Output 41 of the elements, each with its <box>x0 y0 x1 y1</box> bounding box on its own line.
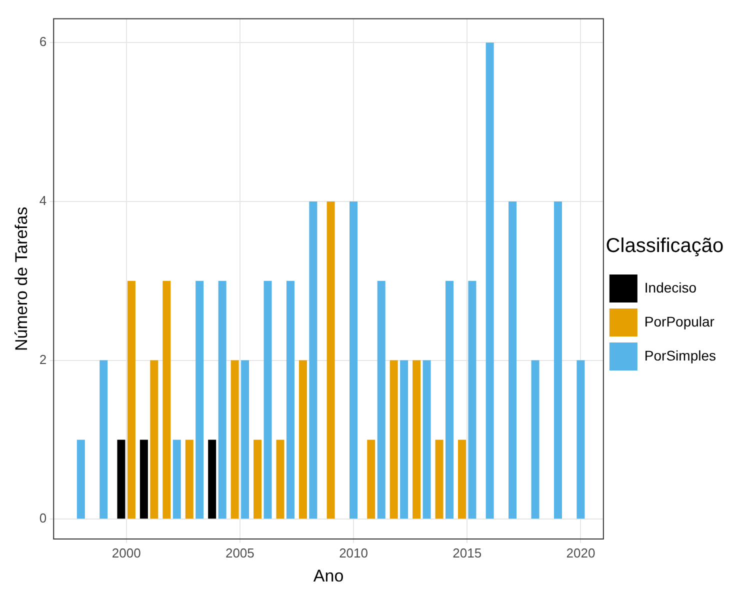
y-tick-label: 4 <box>39 193 47 208</box>
bar <box>218 280 226 519</box>
y-tick-label: 0 <box>39 510 47 526</box>
x-tick-label: 2010 <box>339 545 368 560</box>
bar <box>264 280 272 519</box>
bar <box>400 360 408 519</box>
bar <box>172 440 181 519</box>
x-tick-label: 2000 <box>112 545 141 560</box>
bar <box>208 440 216 519</box>
x-tick-label: 2015 <box>452 545 482 560</box>
bar <box>367 440 376 519</box>
bar <box>241 360 250 519</box>
bar <box>230 360 239 519</box>
bar <box>117 440 126 519</box>
bar <box>309 201 318 519</box>
bar <box>377 280 386 519</box>
y-tick-label: 2 <box>39 352 47 367</box>
y-tick-label: 6 <box>39 34 47 50</box>
y-axis-title: Número de Tarefas <box>12 206 31 352</box>
legend-title: Classificação <box>606 235 724 258</box>
bar <box>140 440 148 519</box>
legend-label: PorSimples <box>644 347 716 364</box>
bar <box>390 360 398 519</box>
bar <box>298 360 307 519</box>
x-axis-title: Ano <box>313 566 344 586</box>
bar <box>458 440 466 519</box>
legend-label: PorPopular <box>644 313 715 330</box>
x-tick-label: 2005 <box>225 545 254 560</box>
bar <box>422 360 431 519</box>
bar <box>435 440 444 519</box>
bar <box>254 440 262 519</box>
bar <box>196 280 204 519</box>
bar <box>185 440 194 519</box>
x-tick-label: 2020 <box>566 545 596 560</box>
bar <box>162 280 171 519</box>
legend-label: Indeciso <box>644 279 697 296</box>
bar <box>468 280 476 519</box>
bar <box>286 280 294 519</box>
bar <box>446 280 454 519</box>
bar <box>412 360 421 519</box>
bar <box>276 440 284 519</box>
